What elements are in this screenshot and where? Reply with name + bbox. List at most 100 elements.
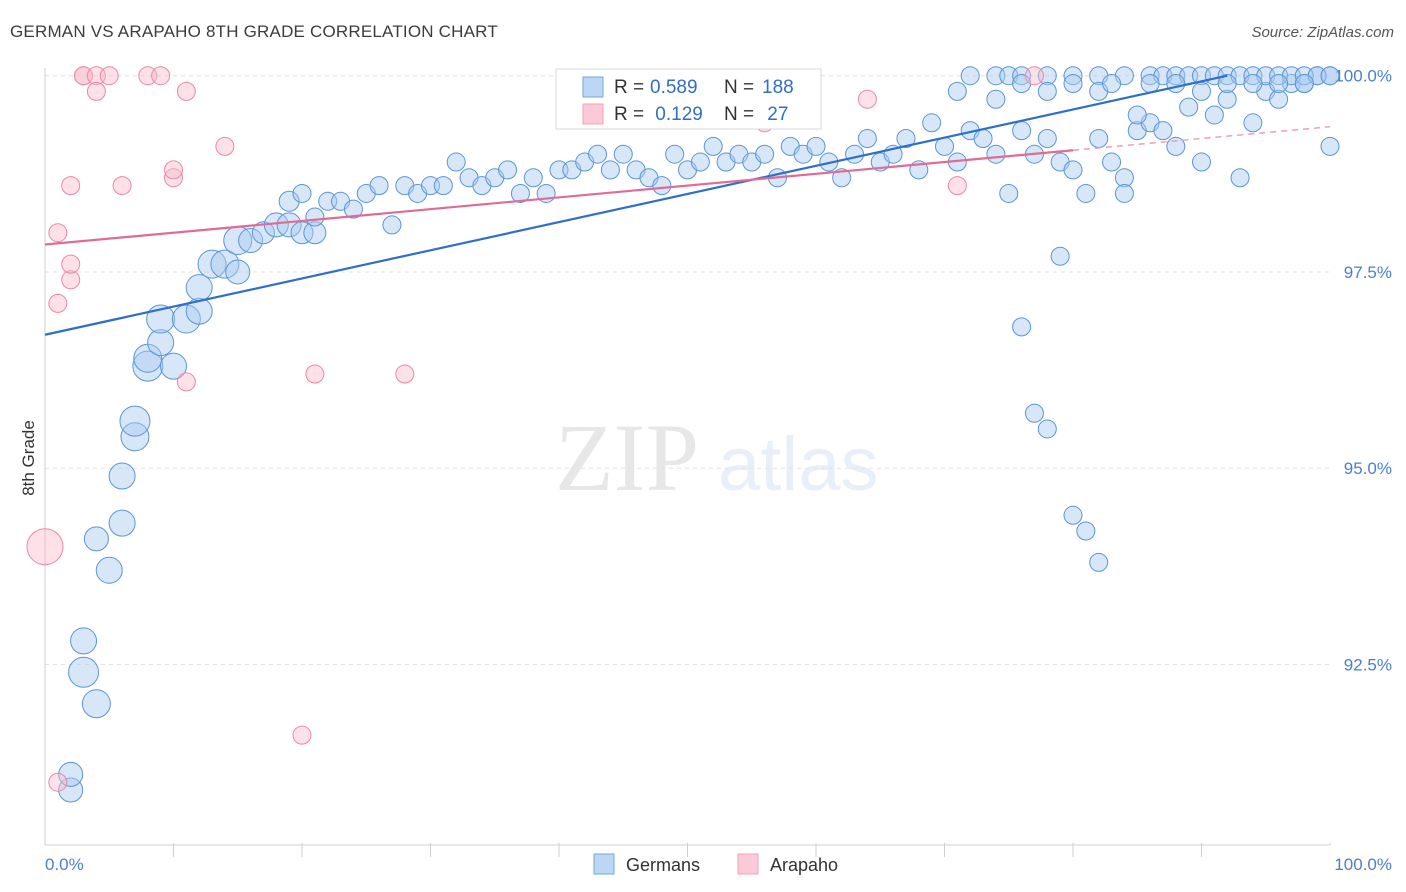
germans-point <box>832 168 852 188</box>
germans-trend-line <box>44 74 1228 336</box>
germans-point <box>1166 74 1186 94</box>
germans-point <box>498 160 518 180</box>
germans-point <box>1243 74 1263 94</box>
r-label-germans: R = <box>614 77 644 98</box>
germans-point <box>1063 66 1083 86</box>
germans-point <box>986 89 1006 109</box>
germans-point <box>999 183 1019 203</box>
germans-point <box>251 221 275 245</box>
germans-point <box>185 297 213 325</box>
n-label-arapaho: N = <box>724 104 754 125</box>
germans-point <box>1153 121 1173 141</box>
arapaho-point <box>164 168 183 188</box>
germans-point <box>1089 552 1109 572</box>
germans-point <box>1166 136 1186 156</box>
watermark: ZIP atlas <box>555 404 879 511</box>
germans-point <box>210 249 240 279</box>
germans-point <box>108 462 136 490</box>
germans-point <box>185 274 213 302</box>
arapaho-point <box>112 176 132 196</box>
germans-point <box>1269 89 1289 109</box>
germans-point <box>1269 74 1289 94</box>
bottom-legend-label-arapaho: Arapaho <box>770 855 838 875</box>
germans-point <box>857 129 877 148</box>
germans-point <box>58 777 84 803</box>
r-label-arapaho: R = <box>614 104 644 125</box>
germans-point <box>703 136 723 156</box>
germans-point <box>108 509 136 537</box>
germans-point <box>1192 152 1211 172</box>
arapaho-point <box>1024 66 1044 86</box>
arapaho-point <box>164 160 183 180</box>
arapaho-point <box>48 293 68 313</box>
y-tick-label: 100.0% <box>1334 67 1392 86</box>
germans-point <box>433 176 453 196</box>
legend-swatch-germans <box>582 76 604 98</box>
germans-point <box>1127 105 1147 125</box>
n-value-germans: 188 <box>762 77 794 98</box>
germans-point <box>120 422 150 452</box>
germans-point <box>1140 74 1160 94</box>
germans-point <box>510 183 530 203</box>
germans-point <box>1063 74 1083 94</box>
bottom-legend: Germans Arapaho <box>593 853 838 875</box>
chart-title: GERMAN VS ARAPAHO 8TH GRADE CORRELATION … <box>10 22 498 41</box>
germans-point <box>68 656 100 688</box>
germans-point <box>665 144 685 164</box>
germans-point <box>652 176 672 196</box>
x-tick-label-start: 0.0% <box>45 855 84 874</box>
germans-point <box>83 526 109 552</box>
germans-point <box>986 144 1006 164</box>
germans-point <box>1320 66 1340 86</box>
germans-point <box>1179 97 1199 117</box>
arapaho-point <box>857 89 877 109</box>
x-tick-label-end: 100.0% <box>1334 855 1392 874</box>
bottom-legend-swatch-arapaho <box>737 853 759 875</box>
arapaho-point <box>395 364 415 384</box>
germans-point <box>1076 521 1096 541</box>
arapaho-trend-line <box>44 149 1074 246</box>
arapaho-point <box>61 270 81 290</box>
germans-point <box>845 144 865 164</box>
germans-point <box>160 352 187 380</box>
y-axis-label: 8th Grade <box>19 420 38 496</box>
germans-point <box>960 66 980 86</box>
arapaho-point <box>48 223 68 243</box>
germans-point <box>369 176 389 196</box>
germans-point <box>1037 81 1057 101</box>
germans-point <box>1217 89 1237 109</box>
y-tick-label: 95.0% <box>1344 459 1392 478</box>
germans-point <box>303 221 327 245</box>
r-value-arapaho: 0.129 <box>650 104 703 125</box>
watermark-atlas: atlas <box>718 422 879 507</box>
germans-point <box>70 627 98 655</box>
germans-point <box>95 556 123 584</box>
germans-point <box>600 160 620 180</box>
arapaho-point <box>48 772 68 792</box>
germans-point <box>1024 403 1044 423</box>
germans-point <box>947 81 967 101</box>
germans-point <box>1063 505 1083 525</box>
stats-legend: R = 0.589 N = 188 R = 0.129 N = 27 <box>555 68 822 130</box>
germans-point <box>446 152 466 172</box>
germans-point <box>278 190 300 212</box>
germans-point <box>1076 183 1096 203</box>
germans-point <box>973 129 993 148</box>
watermark-zip: ZIP <box>555 404 699 511</box>
germans-point <box>1037 419 1057 439</box>
bottom-legend-label-germans: Germans <box>626 855 700 875</box>
germans-point <box>690 152 710 172</box>
germans-point <box>276 212 302 238</box>
germans-point <box>197 249 227 279</box>
germans-point <box>305 207 325 227</box>
germans-point <box>1204 105 1224 125</box>
germans-point <box>1192 81 1211 101</box>
germans-point <box>292 183 312 203</box>
n-value-arapaho: 27 <box>762 104 788 125</box>
germans-point <box>896 129 916 148</box>
germans-point <box>58 761 84 787</box>
germans-point <box>1012 121 1032 141</box>
germans-point <box>1114 168 1134 188</box>
germans-point <box>922 113 942 133</box>
